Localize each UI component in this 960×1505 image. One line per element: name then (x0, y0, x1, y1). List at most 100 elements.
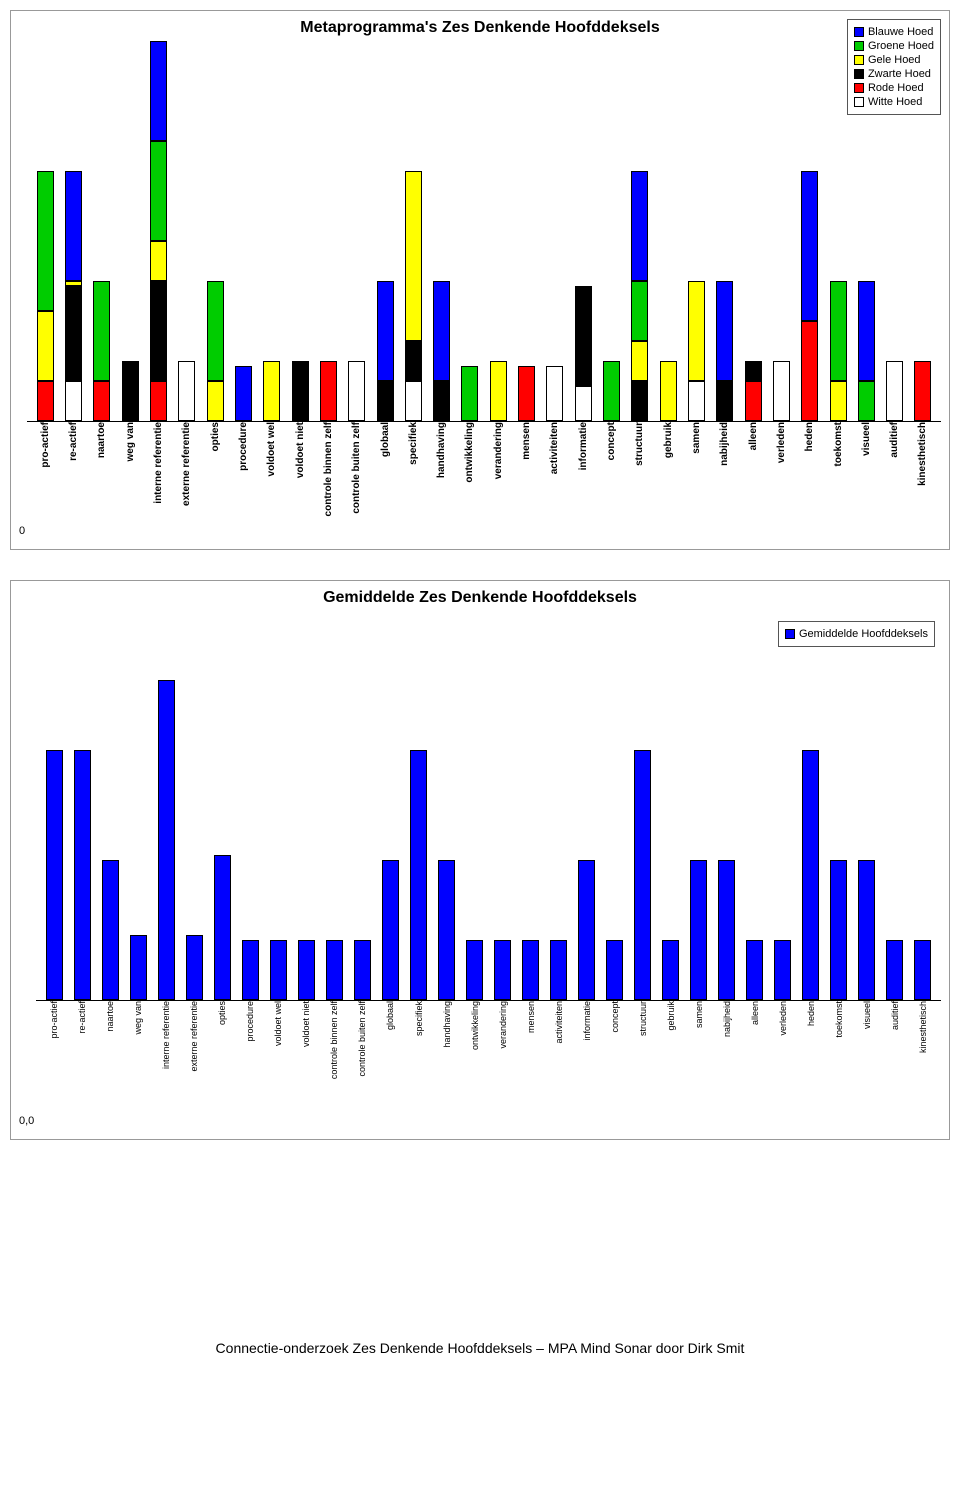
bar-segment (830, 381, 847, 421)
bar (382, 860, 399, 1000)
bar-slot (597, 41, 625, 421)
bar-segment (688, 281, 705, 381)
bar-slot (68, 611, 96, 1000)
xlabel-slot: informatie (569, 422, 597, 539)
legend-swatch (854, 27, 864, 37)
bar-stack (716, 281, 733, 421)
xlabel-slot: naartoe (88, 422, 116, 539)
bar (242, 940, 259, 1000)
xlabel-slot: externe referentie (180, 1001, 208, 1111)
bar-slot (152, 611, 180, 1000)
xlabel: interne referentie (153, 422, 164, 508)
bar-slot (320, 611, 348, 1000)
bar-segment (405, 341, 422, 381)
bar-stack (37, 171, 54, 421)
bar-slot (433, 611, 461, 1000)
bar-segment (37, 311, 54, 381)
xlabel: handhaving (436, 422, 447, 482)
bar-stack (377, 281, 394, 421)
bar-stack (292, 361, 309, 421)
bar-segment (65, 286, 82, 381)
bar (606, 940, 623, 1000)
xlabel: concept (610, 1001, 620, 1037)
bar-segment (858, 381, 875, 421)
xlabel-slot: visueel (853, 1001, 881, 1111)
bar-slot (258, 41, 286, 421)
bar-segment (603, 361, 620, 421)
xlabel: voldoet niet (295, 422, 306, 482)
footer-text: Connectie-onderzoek Zes Denkende Hoofdde… (10, 1340, 950, 1356)
bar-slot (741, 611, 769, 1000)
xlabel: pro-actief (40, 422, 51, 472)
xlabel: externe referentie (181, 422, 192, 510)
bar-segment (292, 361, 309, 421)
xlabel-slot: opties (201, 422, 229, 539)
bar-stack (660, 361, 677, 421)
bar-slot (201, 41, 229, 421)
bar-slot (796, 41, 824, 421)
bar-slot (685, 611, 713, 1000)
xlabel: toekomst (833, 422, 844, 470)
bar-slot (682, 41, 710, 421)
bar-segment (660, 361, 677, 421)
chart2-bars-region: pro-actiefre-actiefnaartoeweg vaninterne… (36, 611, 941, 1129)
xlabel-slot: controle buiten zelf (348, 1001, 376, 1111)
bar (214, 855, 231, 1000)
xlabel-slot: procedure (236, 1001, 264, 1111)
xlabel: auditief (890, 1001, 900, 1034)
xlabel: specifiek (408, 422, 419, 469)
bar-slot (461, 611, 489, 1000)
bar-segment (490, 361, 507, 421)
bar (914, 940, 931, 1000)
bar-slot (654, 41, 682, 421)
bar-slot (484, 41, 512, 421)
xlabel: weg van (133, 1001, 143, 1039)
bar-segment (575, 286, 592, 386)
bar-slot (456, 41, 484, 421)
xlabel: globaal (385, 1001, 395, 1034)
bar-stack (348, 361, 365, 421)
bar-slot (824, 41, 852, 421)
xlabel-slot: nabijheid (711, 422, 739, 539)
bar-slot (881, 611, 909, 1000)
bar-segment (716, 381, 733, 421)
bar-segment (688, 381, 705, 421)
xlabel-slot: gebruik (654, 422, 682, 539)
bar (718, 860, 735, 1000)
bar-slot (825, 611, 853, 1000)
bar-segment (207, 281, 224, 381)
xlabel: globaal (380, 422, 391, 461)
xlabel-slot: handhaving (428, 422, 456, 539)
xlabel: voldoet niet (301, 1001, 311, 1051)
bar-segment (405, 171, 422, 341)
xlabel-slot: specifiek (405, 1001, 433, 1111)
xlabel-slot: naartoe (96, 1001, 124, 1111)
bar-stack (914, 361, 931, 421)
bar (410, 750, 427, 1000)
xlabel: ontwikkeling (464, 422, 475, 487)
xlabel: specifiek (414, 1001, 424, 1040)
xlabel: verandering (493, 422, 504, 483)
bar-segment (433, 381, 450, 421)
bar-segment (745, 361, 762, 381)
bar-segment (37, 381, 54, 421)
xlabel: activiteiten (549, 422, 560, 478)
bar-slot (31, 41, 59, 421)
xlabel-slot: heden (796, 422, 824, 539)
bar (298, 940, 315, 1000)
xlabel: nabijheid (722, 1001, 732, 1041)
xlabel: concept (606, 422, 617, 464)
bar-slot (852, 41, 880, 421)
bar-segment (631, 281, 648, 341)
xlabel-slot: toekomst (824, 422, 852, 539)
xlabel-slot: controle binnen zelf (314, 422, 342, 539)
xlabel-slot: interne referentie (144, 422, 172, 539)
bar-segment (518, 366, 535, 421)
bar (466, 940, 483, 1000)
bar (46, 750, 63, 1000)
xlabel: structuur (634, 422, 645, 470)
xlabel: weg van (125, 422, 136, 465)
xlabel-slot: mensen (512, 422, 540, 539)
xlabel-slot: voldoet wel (264, 1001, 292, 1111)
bar-slot (541, 41, 569, 421)
